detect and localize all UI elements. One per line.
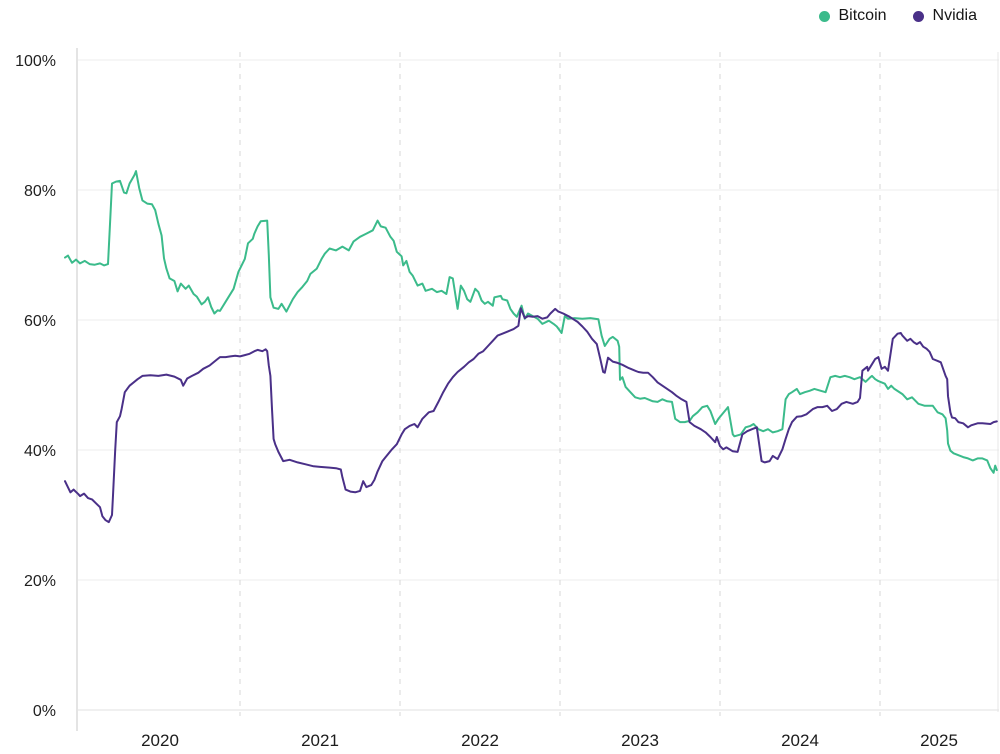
y-tick-label-20: 20% bbox=[24, 573, 56, 590]
legend-item-bitcoin[interactable]: Bitcoin bbox=[818, 5, 887, 27]
bitcoin-series-dot-icon bbox=[818, 10, 830, 22]
legend-item-nvidia[interactable]: Nvidia bbox=[912, 5, 977, 27]
nvidia-series-dot-icon bbox=[912, 10, 924, 22]
x-tick-label-2024: 2024 bbox=[781, 731, 819, 750]
y-tick-label-60: 60% bbox=[24, 313, 56, 330]
legend: Bitcoin Nvidia bbox=[818, 5, 977, 27]
bitcoin-line bbox=[64, 170, 998, 474]
legend-label-nvidia: Nvidia bbox=[932, 7, 977, 24]
legend-label-bitcoin: Bitcoin bbox=[838, 7, 887, 24]
x-tick-label-2023: 2023 bbox=[621, 731, 659, 750]
y-tick-label-80: 80% bbox=[24, 183, 56, 200]
nvidia-line bbox=[64, 307, 998, 524]
x-tick-label-2022: 2022 bbox=[461, 731, 499, 750]
x-tick-label-2021: 2021 bbox=[301, 731, 339, 750]
y-tick-label-40: 40% bbox=[24, 443, 56, 460]
x-tick-label-2020: 2020 bbox=[141, 731, 179, 750]
x-tick-label-2025: 2025 bbox=[920, 731, 958, 750]
y-tick-label-100: 100% bbox=[15, 53, 56, 70]
y-tick-label-0: 0% bbox=[33, 703, 56, 720]
